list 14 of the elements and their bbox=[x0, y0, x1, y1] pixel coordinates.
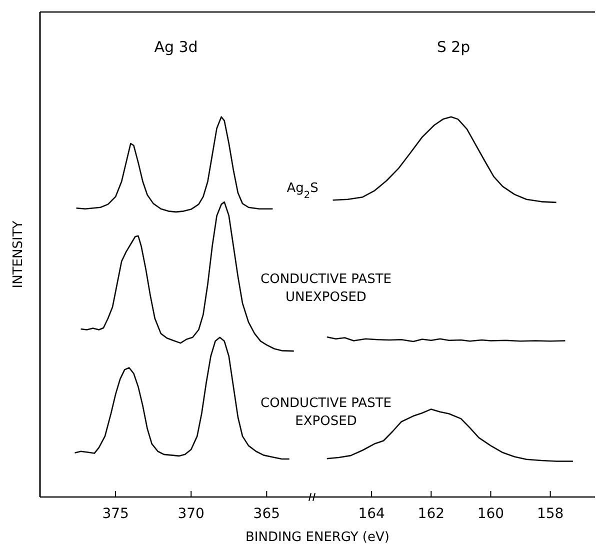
x-axis-title: BINDING ENERGY (eV) bbox=[246, 530, 390, 545]
x-tick-label: 160 bbox=[477, 506, 504, 522]
x-tick-label: 158 bbox=[536, 506, 564, 522]
series-label: CONDUCTIVE PASTE UNEXPOSED bbox=[260, 272, 392, 305]
series-label: CONDUCTIVE PASTE EXPOSED bbox=[260, 396, 392, 429]
x-tick-label: 162 bbox=[418, 506, 445, 522]
x-tick-label: 365 bbox=[253, 506, 280, 522]
chart-title: Ag 3d bbox=[154, 38, 198, 56]
series-label: Ag$_{2}$S bbox=[286, 180, 318, 200]
x-tick-label: 375 bbox=[102, 506, 129, 522]
x-tick-label: 370 bbox=[178, 506, 204, 522]
x-tick-label: 164 bbox=[358, 506, 386, 522]
chart-title: S 2p bbox=[436, 38, 470, 56]
y-axis-title: INTENSITY bbox=[11, 220, 26, 288]
